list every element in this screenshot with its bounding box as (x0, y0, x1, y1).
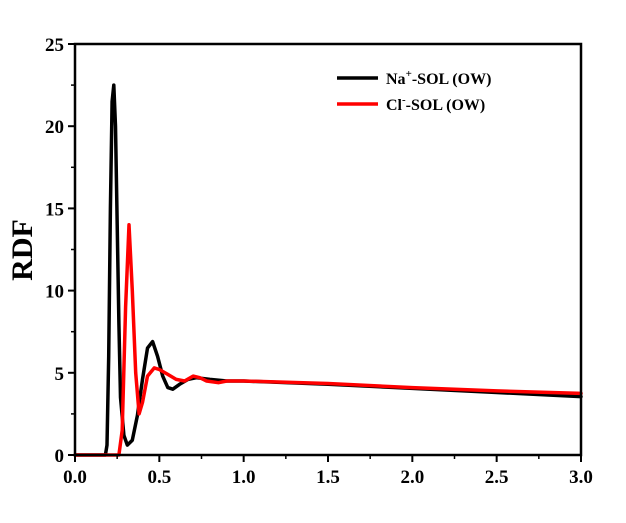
x-tick-label: 1.0 (232, 467, 256, 488)
series-line-0 (73, 83, 583, 457)
y-axis-title: RDF (6, 219, 39, 281)
legend-label-sup: + (406, 68, 412, 80)
y-axis: 0 5 10 15 20 25 (45, 35, 75, 467)
series-line-1 (73, 223, 583, 457)
y-tick-label: 10 (45, 282, 64, 303)
y-tick-label: 5 (55, 364, 65, 385)
legend-label-0: Na+-SOL (OW) (386, 68, 491, 88)
legend-label-main: Cl (386, 97, 403, 114)
x-tick-label: 1.5 (316, 467, 340, 488)
x-tick-label: 0.5 (147, 467, 171, 488)
plot-lines (73, 83, 583, 457)
legend-label-rest: -SOL (OW) (406, 97, 486, 114)
legend-label-main: Na (386, 71, 406, 88)
y-tick-label: 25 (45, 35, 64, 56)
legend: Na+-SOL (OW)Cl--SOL (OW) (337, 68, 491, 114)
y-tick-label: 15 (45, 199, 64, 220)
x-tick-label: 2.0 (400, 467, 424, 488)
y-tick-label: 0 (55, 446, 65, 467)
legend-label-sup: - (402, 94, 406, 106)
x-tick-label: 0.0 (63, 467, 87, 488)
legend-label-rest: -SOL (OW) (412, 71, 492, 88)
x-tick-label: 3.0 (569, 467, 593, 488)
x-tick-label: 2.5 (485, 467, 509, 488)
y-tick-label: 20 (45, 117, 64, 138)
legend-label-1: Cl--SOL (OW) (386, 94, 485, 114)
x-axis: 0.0 0.5 1.0 1.5 2.0 2.5 3.0 (63, 455, 593, 488)
